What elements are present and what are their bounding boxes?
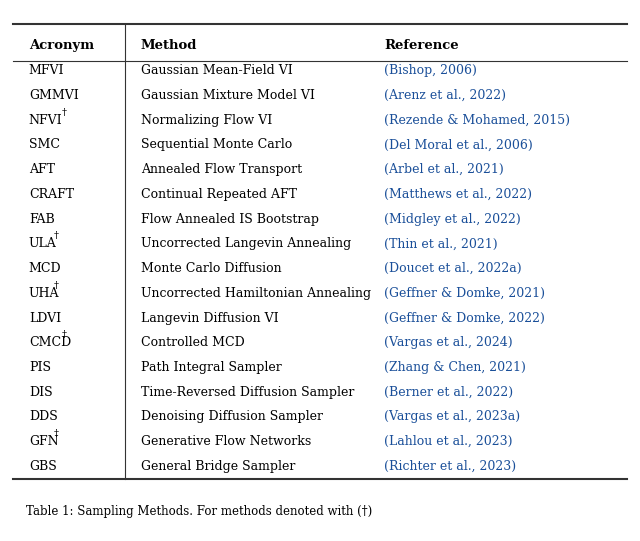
Text: Gaussian Mean-Field VI: Gaussian Mean-Field VI [141, 64, 292, 77]
Text: General Bridge Sampler: General Bridge Sampler [141, 460, 295, 473]
Text: AFT: AFT [29, 163, 55, 176]
Text: (Richter et al., 2023): (Richter et al., 2023) [384, 460, 516, 473]
Text: MCD: MCD [29, 262, 61, 275]
Text: PIS: PIS [29, 361, 51, 374]
Text: DIS: DIS [29, 386, 52, 399]
Text: GBS: GBS [29, 460, 56, 473]
Text: †: † [62, 331, 67, 339]
Text: (Geffner & Domke, 2021): (Geffner & Domke, 2021) [384, 287, 545, 300]
Text: GMMVI: GMMVI [29, 89, 79, 102]
Text: GFN: GFN [29, 435, 58, 448]
Text: Sequential Monte Carlo: Sequential Monte Carlo [141, 138, 292, 151]
Text: Time-Reversed Diffusion Sampler: Time-Reversed Diffusion Sampler [141, 386, 354, 399]
Text: ULA: ULA [29, 237, 56, 250]
Text: Acronym: Acronym [29, 39, 94, 52]
Text: Reference: Reference [384, 39, 459, 52]
Text: DDS: DDS [29, 411, 58, 424]
Text: (Doucet et al., 2022a): (Doucet et al., 2022a) [384, 262, 522, 275]
Text: (Arenz et al., 2022): (Arenz et al., 2022) [384, 89, 506, 102]
Text: (Bishop, 2006): (Bishop, 2006) [384, 64, 477, 77]
Text: Gaussian Mixture Model VI: Gaussian Mixture Model VI [141, 89, 315, 102]
Text: SMC: SMC [29, 138, 60, 151]
Text: †: † [54, 429, 59, 438]
Text: Generative Flow Networks: Generative Flow Networks [141, 435, 311, 448]
Text: (Lahlou et al., 2023): (Lahlou et al., 2023) [384, 435, 513, 448]
Text: Controlled MCD: Controlled MCD [141, 337, 244, 349]
Text: (Vargas et al., 2024): (Vargas et al., 2024) [384, 337, 513, 349]
Text: †: † [54, 281, 59, 290]
Text: (Berner et al., 2022): (Berner et al., 2022) [384, 386, 513, 399]
Text: (Arbel et al., 2021): (Arbel et al., 2021) [384, 163, 504, 176]
Text: (Rezende & Mohamed, 2015): (Rezende & Mohamed, 2015) [384, 114, 570, 127]
Text: Table 1: Sampling Methods. For methods denoted with (†): Table 1: Sampling Methods. For methods d… [26, 505, 372, 518]
Text: Annealed Flow Transport: Annealed Flow Transport [141, 163, 302, 176]
Text: FAB: FAB [29, 213, 54, 226]
Text: Method: Method [141, 39, 197, 52]
Text: NFVI: NFVI [29, 114, 63, 127]
Text: CRAFT: CRAFT [29, 188, 74, 201]
Text: MFVI: MFVI [29, 64, 64, 77]
Text: (Del Moral et al., 2006): (Del Moral et al., 2006) [384, 138, 532, 151]
Text: (Thin et al., 2021): (Thin et al., 2021) [384, 237, 498, 250]
Text: Uncorrected Hamiltonian Annealing: Uncorrected Hamiltonian Annealing [141, 287, 371, 300]
Text: Continual Repeated AFT: Continual Repeated AFT [141, 188, 297, 201]
Text: (Matthews et al., 2022): (Matthews et al., 2022) [384, 188, 532, 201]
Text: Path Integral Sampler: Path Integral Sampler [141, 361, 282, 374]
Text: Langevin Diffusion VI: Langevin Diffusion VI [141, 312, 278, 325]
Text: UHA: UHA [29, 287, 60, 300]
Text: (Midgley et al., 2022): (Midgley et al., 2022) [384, 213, 521, 226]
Text: Monte Carlo Diffusion: Monte Carlo Diffusion [141, 262, 282, 275]
Text: (Vargas et al., 2023a): (Vargas et al., 2023a) [384, 411, 520, 424]
Text: (Geffner & Domke, 2022): (Geffner & Domke, 2022) [384, 312, 545, 325]
Text: Normalizing Flow VI: Normalizing Flow VI [141, 114, 272, 127]
Text: Denoising Diffusion Sampler: Denoising Diffusion Sampler [141, 411, 323, 424]
Text: †: † [54, 232, 59, 240]
Text: Uncorrected Langevin Annealing: Uncorrected Langevin Annealing [141, 237, 351, 250]
Text: CMCD: CMCD [29, 337, 71, 349]
Text: (Zhang & Chen, 2021): (Zhang & Chen, 2021) [384, 361, 526, 374]
Text: Flow Annealed IS Bootstrap: Flow Annealed IS Bootstrap [141, 213, 319, 226]
Text: †: † [62, 108, 67, 117]
Text: LDVI: LDVI [29, 312, 61, 325]
